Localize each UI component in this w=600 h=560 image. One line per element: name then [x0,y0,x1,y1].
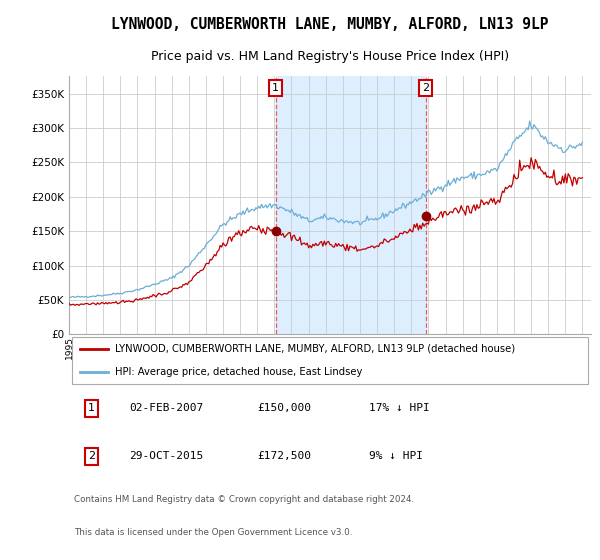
Text: 9% ↓ HPI: 9% ↓ HPI [369,451,423,461]
Text: 29-OCT-2015: 29-OCT-2015 [129,451,203,461]
Text: 2: 2 [422,83,429,93]
Text: LYNWOOD, CUMBERWORTH LANE, MUMBY, ALFORD, LN13 9LP: LYNWOOD, CUMBERWORTH LANE, MUMBY, ALFORD… [111,17,549,32]
Text: Contains HM Land Registry data © Crown copyright and database right 2024.: Contains HM Land Registry data © Crown c… [74,495,415,504]
Text: Price paid vs. HM Land Registry's House Price Index (HPI): Price paid vs. HM Land Registry's House … [151,50,509,63]
Text: 1: 1 [88,403,95,413]
Text: This data is licensed under the Open Government Licence v3.0.: This data is licensed under the Open Gov… [74,528,353,536]
Text: LYNWOOD, CUMBERWORTH LANE, MUMBY, ALFORD, LN13 9LP (detached house): LYNWOOD, CUMBERWORTH LANE, MUMBY, ALFORD… [115,344,515,354]
Text: HPI: Average price, detached house, East Lindsey: HPI: Average price, detached house, East… [115,367,362,377]
Text: £172,500: £172,500 [257,451,311,461]
Text: 2: 2 [88,451,95,461]
Text: 1: 1 [272,83,279,93]
Text: 02-FEB-2007: 02-FEB-2007 [129,403,203,413]
Text: £150,000: £150,000 [257,403,311,413]
Text: 17% ↓ HPI: 17% ↓ HPI [369,403,430,413]
FancyBboxPatch shape [71,337,589,384]
Bar [276,77,425,334]
